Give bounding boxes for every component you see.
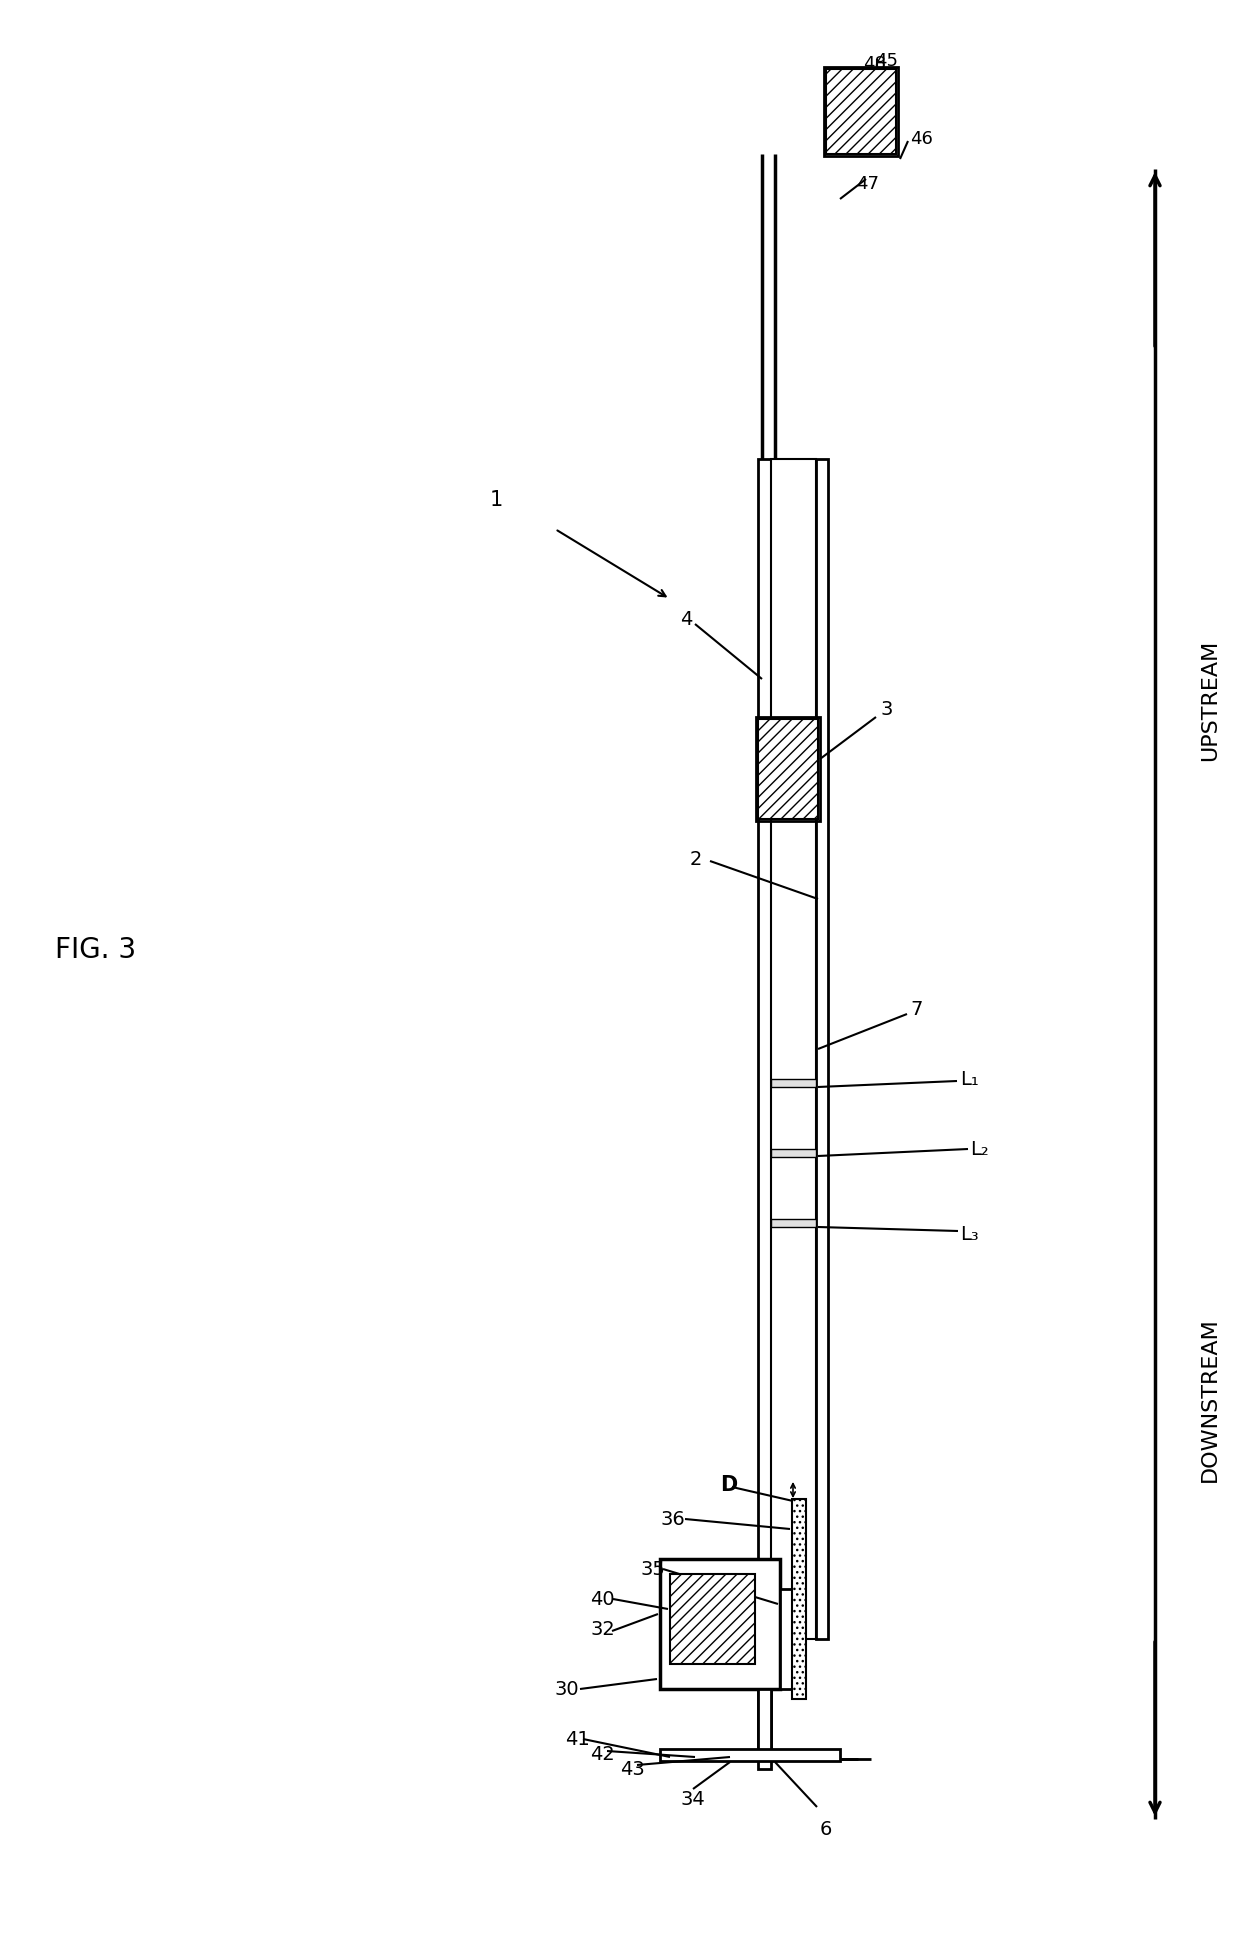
Text: 30: 30 <box>556 1679 579 1699</box>
Text: 1: 1 <box>490 491 503 510</box>
Text: DOWNSTREAM: DOWNSTREAM <box>1200 1317 1220 1481</box>
Bar <box>758 460 771 1759</box>
Bar <box>771 1080 816 1088</box>
Text: 32: 32 <box>590 1619 615 1638</box>
Text: L₁: L₁ <box>960 1070 978 1088</box>
Text: 6: 6 <box>820 1819 832 1838</box>
Bar <box>780 1590 792 1689</box>
Text: D: D <box>720 1474 738 1495</box>
Bar <box>758 1689 771 1768</box>
Text: 48: 48 <box>863 54 885 74</box>
Bar <box>756 717 820 822</box>
Bar <box>792 1499 806 1699</box>
Bar <box>758 719 818 820</box>
Text: 46: 46 <box>910 130 932 147</box>
Bar <box>670 1574 755 1664</box>
Bar <box>826 70 897 155</box>
Text: 40: 40 <box>590 1590 615 1607</box>
Bar <box>816 460 828 1638</box>
Text: 45: 45 <box>875 52 898 70</box>
Text: 42: 42 <box>590 1743 615 1763</box>
Text: 35: 35 <box>640 1559 665 1578</box>
Text: FIG. 3: FIG. 3 <box>55 935 136 964</box>
Text: 2: 2 <box>689 849 702 869</box>
Bar <box>771 1220 816 1227</box>
Text: 3: 3 <box>880 700 893 719</box>
Text: 36: 36 <box>660 1509 684 1528</box>
Bar <box>660 1559 780 1689</box>
Text: 43: 43 <box>620 1759 645 1778</box>
Text: UPSTREAM: UPSTREAM <box>1200 640 1220 760</box>
Text: 47: 47 <box>856 175 879 192</box>
Text: L₂: L₂ <box>970 1140 988 1158</box>
Text: 41: 41 <box>565 1730 590 1749</box>
Bar <box>771 460 816 1638</box>
Text: L₃: L₃ <box>960 1224 978 1243</box>
Text: 7: 7 <box>910 999 923 1018</box>
Text: 4: 4 <box>680 609 692 628</box>
Bar <box>771 1150 816 1158</box>
Bar <box>660 1749 839 1761</box>
Text: 34: 34 <box>680 1790 704 1807</box>
Bar <box>825 68 898 157</box>
